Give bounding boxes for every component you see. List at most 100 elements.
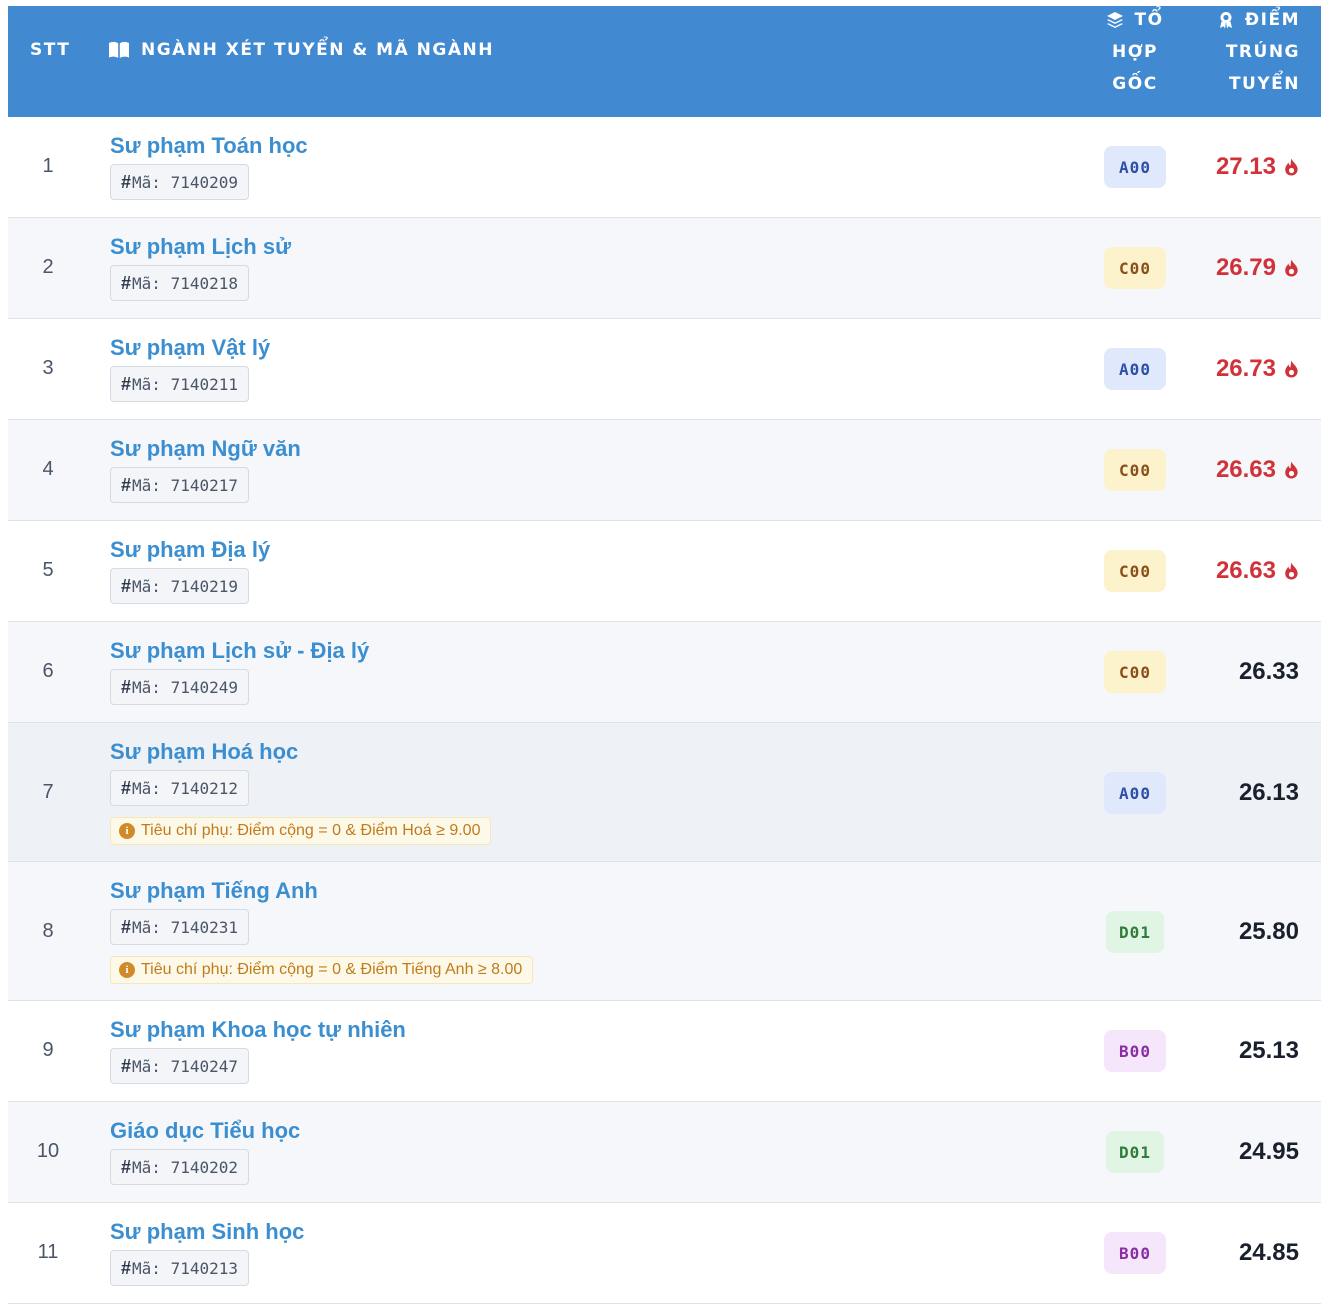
major-code-badge: # Mã: 7140211	[110, 366, 249, 402]
combo-badge: C00	[1104, 449, 1166, 491]
code-value: 7140218	[170, 273, 238, 293]
row-stt: 8	[42, 920, 54, 942]
major-code-badge: # Mã: 7140217	[110, 467, 249, 503]
table-row: 6 Sư phạm Lịch sử - Địa lý # Mã: 7140249 C00…	[8, 622, 1321, 723]
row-stt: 11	[37, 1241, 59, 1263]
combo-badge: C00	[1104, 550, 1166, 592]
major-name-link[interactable]: Sư phạm Hoá học	[110, 739, 299, 764]
code-value: 7140209	[170, 172, 238, 192]
major-code-badge: # Mã: 7140213	[110, 1250, 249, 1286]
header-stt: STT	[30, 40, 71, 60]
major-name-link[interactable]: Sư phạm Tiếng Anh	[110, 878, 318, 903]
major-name-link[interactable]: Sư phạm Khoa học tự nhiên	[110, 1017, 406, 1042]
table-row: 7 Sư phạm Hoá học # Mã: 7140212 i Tiêu chí ph…	[8, 723, 1321, 862]
score-number: 26.63	[1215, 557, 1276, 584]
score-number: 24.95	[1238, 1138, 1299, 1165]
score-number: 25.80	[1238, 918, 1299, 945]
code-label: Mã:	[132, 172, 161, 192]
score-number: 24.85	[1238, 1239, 1299, 1266]
code-label: Mã:	[132, 374, 161, 394]
fire-icon	[1285, 259, 1298, 277]
header-major: NGÀNH XÉT TUYỂN & MÃ NGÀNH	[108, 40, 494, 60]
header-combo: TỔ HỢP GỐC	[1096, 4, 1174, 100]
major-name-link[interactable]: Giáo dục Tiểu học	[110, 1118, 301, 1143]
major-name-link[interactable]: Sư phạm Lịch sử	[110, 234, 292, 259]
combo-badge: A00	[1104, 348, 1166, 390]
table-row: 5 Sư phạm Địa lý # Mã: 7140219 C00 26.63	[8, 521, 1321, 622]
row-stt: 10	[36, 1140, 60, 1162]
hash-icon: #	[121, 272, 132, 293]
combo-badge: C00	[1104, 247, 1166, 289]
score-value: 26.33	[1239, 658, 1299, 686]
header-combo-line3: GỐC	[1112, 74, 1158, 94]
code-label: Mã:	[132, 475, 161, 495]
score-number: 26.79	[1215, 254, 1276, 281]
major-name-link[interactable]: Sư phạm Sinh học	[110, 1219, 305, 1244]
score-number: 25.13	[1238, 1037, 1299, 1064]
header-combo-line2: HỢP	[1111, 42, 1159, 62]
header-score-line2: TRÚNG	[1225, 42, 1300, 62]
major-name-link[interactable]: Sư phạm Địa lý	[110, 537, 271, 562]
hash-icon: #	[121, 474, 132, 495]
code-value: 7140212	[170, 778, 238, 798]
code-label: Mã:	[132, 273, 161, 293]
major-name-link[interactable]: Sư phạm Lịch sử - Địa lý	[110, 638, 370, 663]
fire-icon	[1285, 158, 1298, 176]
row-stt: 5	[42, 559, 54, 581]
major-code-badge: # Mã: 7140247	[110, 1048, 249, 1084]
code-value: 7140231	[170, 917, 238, 937]
major-name-link[interactable]: Sư phạm Vật lý	[110, 335, 271, 360]
score-number: 26.33	[1238, 658, 1299, 685]
header-major-label: NGÀNH XÉT TUYỂN & MÃ NGÀNH	[141, 40, 494, 60]
code-label: Mã:	[132, 576, 161, 596]
table-row: 9 Sư phạm Khoa học tự nhiên # Mã: 7140247 B0…	[8, 1001, 1321, 1102]
combo-badge: D01	[1106, 911, 1164, 953]
row-stt: 3	[42, 357, 54, 379]
major-code-badge: # Mã: 7140219	[110, 568, 249, 604]
code-label: Mã:	[132, 677, 161, 697]
table-row: 4 Sư phạm Ngữ văn # Mã: 7140217 C00 26.63	[8, 420, 1321, 521]
table-row: 11 Sư phạm Sinh học # Mã: 7140213 B00 24.85	[8, 1203, 1321, 1304]
table-body: 1 Sư phạm Toán học # Mã: 7140209 A00 27.13 2 Sư…	[8, 117, 1321, 1304]
hash-icon: #	[121, 1257, 132, 1278]
table-row: 10 Giáo dục Tiểu học # Mã: 7140202 D01 24.95	[8, 1102, 1321, 1203]
row-stt: 9	[42, 1039, 54, 1061]
fire-icon	[1285, 360, 1298, 378]
major-code-badge: # Mã: 7140249	[110, 669, 249, 705]
code-value: 7140217	[170, 475, 238, 495]
table-row: 2 Sư phạm Lịch sử # Mã: 7140218 C00 26.79	[8, 218, 1321, 319]
combo-badge: B00	[1104, 1232, 1166, 1274]
code-label: Mã:	[132, 1258, 161, 1278]
score-number: 26.73	[1215, 355, 1276, 382]
score-number: 27.13	[1215, 153, 1276, 180]
combo-badge: D01	[1106, 1131, 1164, 1173]
row-stt: 7	[42, 781, 54, 803]
header-score: ĐIỂM TRÚNG TUYỂN	[1204, 4, 1300, 100]
major-code-badge: # Mã: 7140231	[110, 909, 249, 945]
combo-badge: A00	[1104, 772, 1166, 814]
major-name-link[interactable]: Sư phạm Toán học	[110, 133, 308, 158]
header-score-line1: ĐIỂM	[1244, 10, 1300, 30]
score-value: 26.63	[1216, 456, 1299, 484]
row-stt: 4	[42, 458, 54, 480]
combo-badge: C00	[1104, 651, 1166, 693]
code-label: Mã:	[132, 917, 161, 937]
layers-icon	[1107, 12, 1124, 28]
table-row: 8 Sư phạm Tiếng Anh # Mã: 7140231 i Tiêu chí …	[8, 862, 1321, 1001]
hash-icon: #	[121, 171, 132, 192]
sub-criteria-note: i Tiêu chí phụ: Điểm cộng = 0 & Điểm Tiến…	[110, 956, 534, 984]
code-value: 7140202	[170, 1157, 238, 1177]
major-code-badge: # Mã: 7140218	[110, 265, 249, 301]
hash-icon: #	[121, 1055, 132, 1076]
hash-icon: #	[121, 373, 132, 394]
code-label: Mã:	[132, 1056, 161, 1076]
code-value: 7140213	[170, 1258, 238, 1278]
score-value: 26.63	[1216, 557, 1299, 585]
major-name-link[interactable]: Sư phạm Ngữ văn	[110, 436, 301, 461]
major-code-badge: # Mã: 7140209	[110, 164, 249, 200]
note-text: Tiêu chí phụ: Điểm cộng = 0 & Điểm Hoá ≥…	[141, 822, 481, 839]
row-stt: 1	[42, 155, 54, 177]
score-number: 26.63	[1215, 456, 1276, 483]
row-stt: 6	[42, 660, 54, 682]
admission-score-table: STT NGÀNH XÉT TUYỂN & MÃ NGÀNH TỔ HỢP GỐ…	[8, 6, 1321, 1304]
